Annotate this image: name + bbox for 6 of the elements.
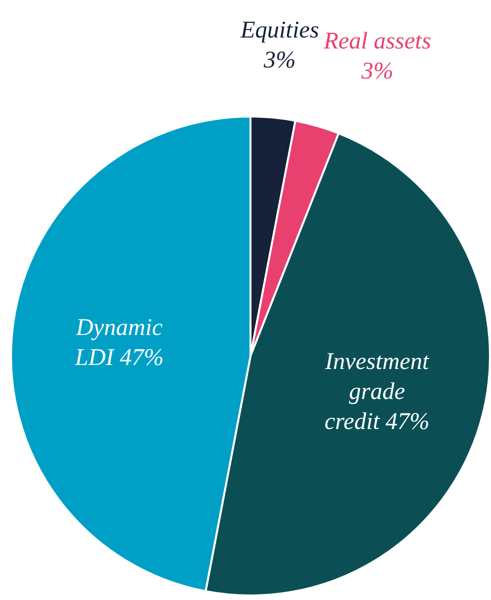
data-label: 3% bbox=[262, 47, 296, 74]
data-label: 3% bbox=[360, 58, 394, 84]
slice-label: Investment grade credit 47% bbox=[324, 349, 430, 436]
slice-label: Dynamic LDI 47% bbox=[74, 314, 164, 371]
slice-label: Equities bbox=[239, 17, 320, 44]
slice-label: Real assets bbox=[322, 28, 432, 54]
